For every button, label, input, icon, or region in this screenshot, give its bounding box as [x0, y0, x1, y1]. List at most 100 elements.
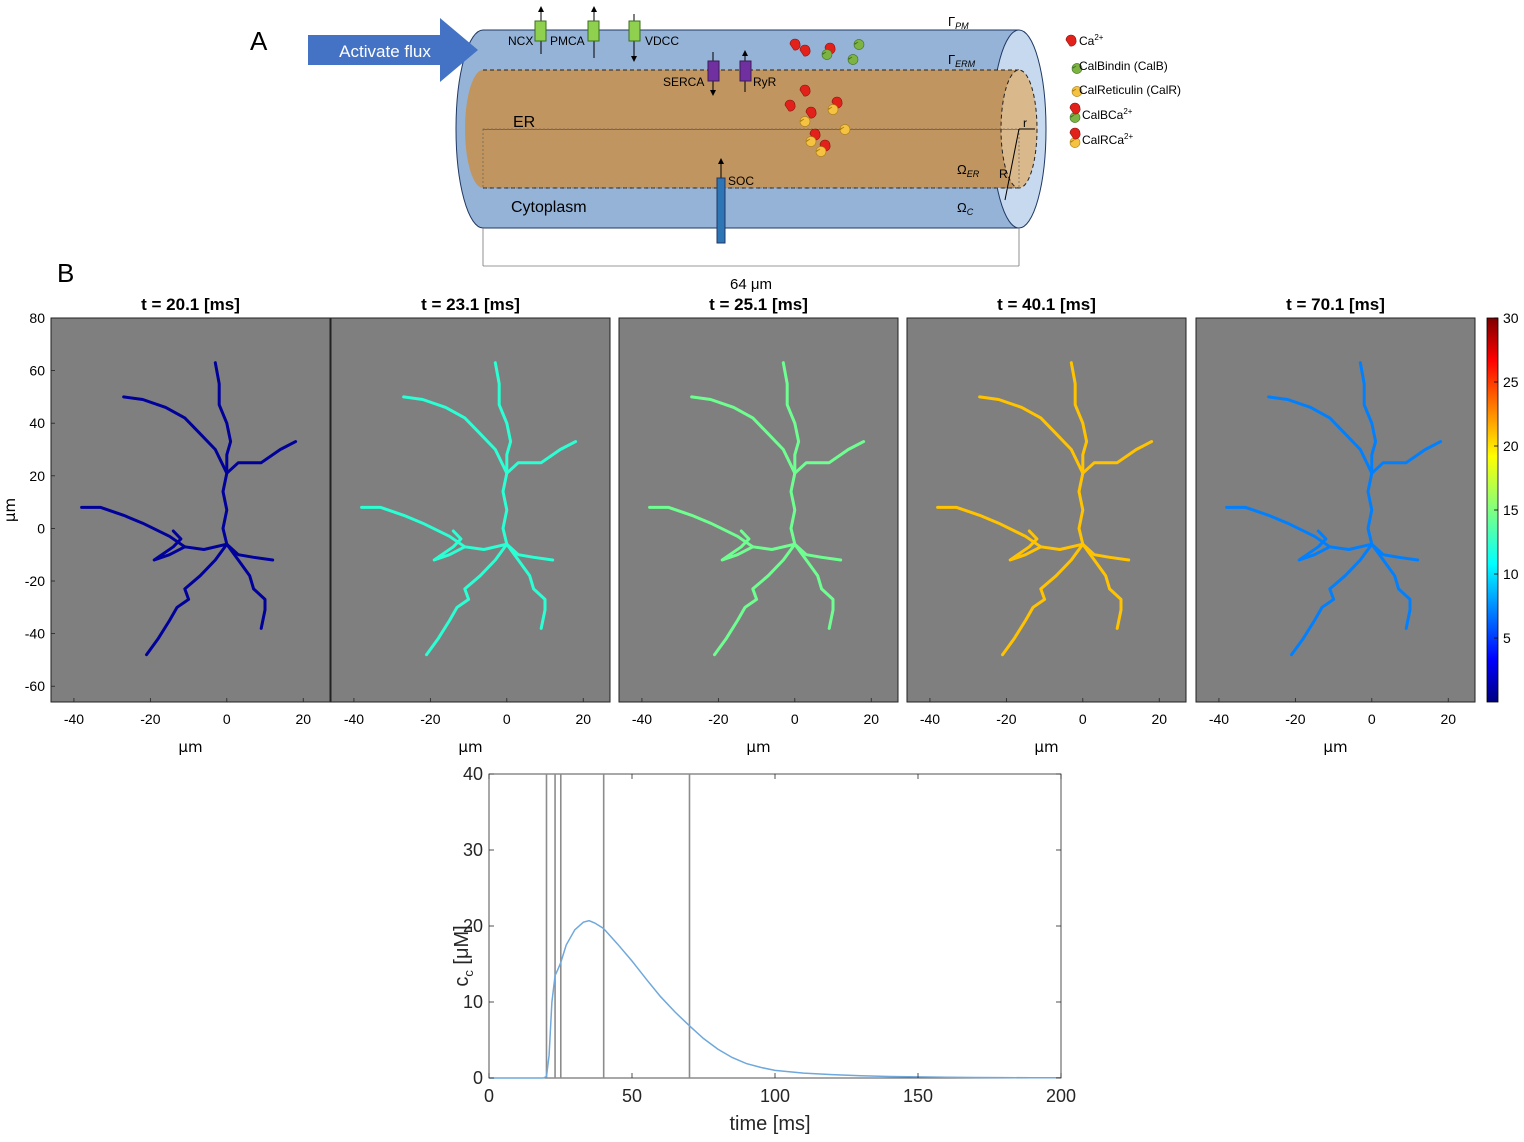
x-tick-label: 0	[503, 711, 511, 727]
heatmap-background	[618, 317, 899, 703]
dendrite-branch	[713, 542, 797, 657]
er-cylinder	[465, 69, 1038, 201]
x-tick-label: -20	[140, 711, 160, 727]
heatmap-panel-5: t = 70.1 [ms] -40 -20 0 20 μm	[1195, 295, 1476, 756]
x-tick-label: 200	[1046, 1086, 1076, 1106]
y-tick-label: 30	[463, 840, 483, 860]
serca-channel	[707, 52, 720, 96]
dendrite-branch	[80, 505, 229, 551]
colorbar-tick-label: 30	[1503, 310, 1519, 326]
x-tick-label: -40	[632, 711, 652, 727]
ryr-channel	[739, 50, 752, 92]
legend-calrca-label: CalRCa2+	[1082, 132, 1133, 147]
calbindin-calcium-icon	[1069, 102, 1081, 123]
dendrite-branch	[1370, 542, 1412, 630]
calcium-concentration-line	[489, 919, 1061, 1079]
x-axis-label: μm	[1323, 738, 1347, 756]
dendrite-branch	[720, 529, 755, 562]
dendrite-branch	[505, 542, 555, 562]
x-axis-label: μm	[178, 738, 202, 756]
dendrite-branch	[432, 529, 467, 562]
heatmap-panel-4: t = 40.1 [ms] -40 -20 0 20 μm	[906, 295, 1187, 756]
dendrite-branch	[425, 542, 509, 657]
line-chart-layer: 0 50 100 150 200 0 10 20 30 40	[463, 764, 1076, 1106]
dendrite-branch	[1001, 542, 1085, 657]
x-tick-label: 20	[295, 711, 311, 727]
heatmap-panel-1: t = 20.1 [ms] -40 -20 0 20 μm 80 60 40 20 0 -20 -40 -…	[1, 295, 331, 756]
omega-er-label: ΩER	[957, 162, 980, 179]
dendrite-branch	[1008, 529, 1043, 562]
y-tick-label: 40	[463, 764, 483, 784]
x-tick-label: 0	[223, 711, 231, 727]
serca-label: SERCA	[663, 75, 704, 89]
dendrite-branch	[402, 395, 509, 475]
dendrite-branch	[1370, 542, 1420, 562]
x-tick-label: 100	[760, 1086, 790, 1106]
y-tick-label: 10	[463, 992, 483, 1012]
dendrite-branch	[978, 395, 1085, 475]
x-axis-label: μm	[1034, 738, 1058, 756]
pmca-label: PMCA	[550, 34, 585, 48]
dendrite-branch	[1358, 361, 1378, 546]
heatmap-background	[330, 317, 611, 703]
y-tick-label: -20	[25, 573, 45, 589]
length-label: 64 μm	[730, 276, 772, 293]
dendrite-branch	[793, 542, 835, 630]
x-tick-label: 0	[484, 1086, 494, 1106]
dendrite-branch	[1081, 542, 1123, 630]
dendrite-branch	[1267, 395, 1374, 475]
y-tick-label: 80	[29, 310, 45, 326]
dendrite-heatmap-panels: t = 20.1 [ms] -40 -20 0 20 μm 80 60 40 20 0 -20 -40 -…	[1, 295, 1519, 756]
heatmap-background	[50, 317, 331, 703]
heatmap-title: t = 25.1 [ms]	[709, 295, 808, 314]
calbindin-icon	[1071, 63, 1083, 74]
omega-c-label: ΩC	[957, 200, 974, 217]
colorbar-tick-label: 5	[1503, 630, 1511, 646]
legend-calbindin-label: CalBindin (CalB)	[1079, 59, 1168, 73]
soc-label: SOC	[728, 174, 754, 188]
heatmap-title: t = 70.1 [ms]	[1286, 295, 1385, 314]
heatmap-panel-3: t = 25.1 [ms] -40 -20 0 20 μm	[618, 295, 899, 756]
ncx-channel	[534, 6, 547, 54]
y-tick-label: 60	[29, 363, 45, 379]
panel-a-label: A	[250, 26, 268, 56]
pmca-channel	[587, 6, 600, 58]
y-tick-label: -40	[25, 626, 45, 642]
heatmap-title: t = 23.1 [ms]	[421, 295, 520, 314]
heatmap-title: t = 40.1 [ms]	[997, 295, 1096, 314]
dendrite-branch	[493, 361, 513, 546]
y-tick-label: 40	[29, 415, 45, 431]
dendrite-branch	[225, 542, 267, 630]
x-tick-label: 0	[1079, 711, 1087, 727]
activate-flux-label: Activate flux	[339, 42, 431, 61]
molecule-legend: Ca2+ CalBindin (CalB) CalReticulin (CalR…	[1065, 33, 1181, 148]
x-axis-label: time [ms]	[729, 1113, 810, 1135]
molecule-cluster	[784, 38, 865, 157]
soc-channel	[716, 158, 726, 244]
x-tick-label: -40	[64, 711, 84, 727]
vdcc-channel	[628, 14, 641, 62]
x-tick-label: -40	[920, 711, 940, 727]
dendrite-branch	[122, 395, 229, 475]
cytoplasm-region-label: Cytoplasm	[511, 199, 587, 216]
y-tick-label: 20	[463, 916, 483, 936]
length-dimension	[482, 228, 1020, 267]
heatmap-panel-2: t = 23.1 [ms] -40 -20 0 20 μm	[330, 295, 611, 756]
heatmap-background	[906, 317, 1187, 703]
colorbar-ticks: 30 25 20 15 10 5	[1494, 310, 1519, 646]
dendrite-branch	[505, 542, 547, 630]
dendrite-branch	[360, 505, 509, 551]
x-tick-label: 0	[1368, 711, 1376, 727]
x-tick-label: -20	[1285, 711, 1305, 727]
x-tick-label: 0	[791, 711, 799, 727]
x-tick-label: -20	[996, 711, 1016, 727]
er-region-label: ER	[513, 114, 535, 131]
x-tick-label: 50	[622, 1086, 642, 1106]
dendrite-branch	[936, 505, 1085, 551]
y-tick-label: 0	[473, 1068, 483, 1088]
x-tick-label: 20	[575, 711, 591, 727]
legend-calreticulin-label: CalReticulin (CalR)	[1079, 83, 1181, 97]
dendrite-branch	[225, 542, 275, 562]
x-tick-label: 150	[903, 1086, 933, 1106]
legend-calbca-label: CalBCa2+	[1082, 107, 1133, 122]
